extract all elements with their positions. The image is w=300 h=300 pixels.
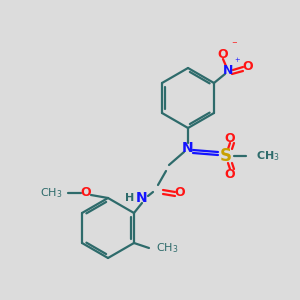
Text: O: O [218, 49, 228, 62]
Text: CH$_3$: CH$_3$ [256, 149, 280, 163]
Text: CH$_3$: CH$_3$ [40, 186, 62, 200]
Text: CH$_3$: CH$_3$ [156, 241, 178, 255]
Text: $^-$: $^-$ [230, 40, 238, 50]
Text: N: N [136, 191, 148, 205]
Text: S: S [220, 147, 232, 165]
Text: H: H [125, 193, 134, 203]
Text: O: O [225, 131, 235, 145]
Text: O: O [225, 167, 235, 181]
Text: N: N [182, 141, 194, 155]
Text: N: N [223, 64, 233, 77]
Text: O: O [81, 187, 91, 200]
Text: $^+$: $^+$ [233, 57, 241, 67]
Text: O: O [175, 185, 185, 199]
Text: O: O [243, 61, 253, 74]
